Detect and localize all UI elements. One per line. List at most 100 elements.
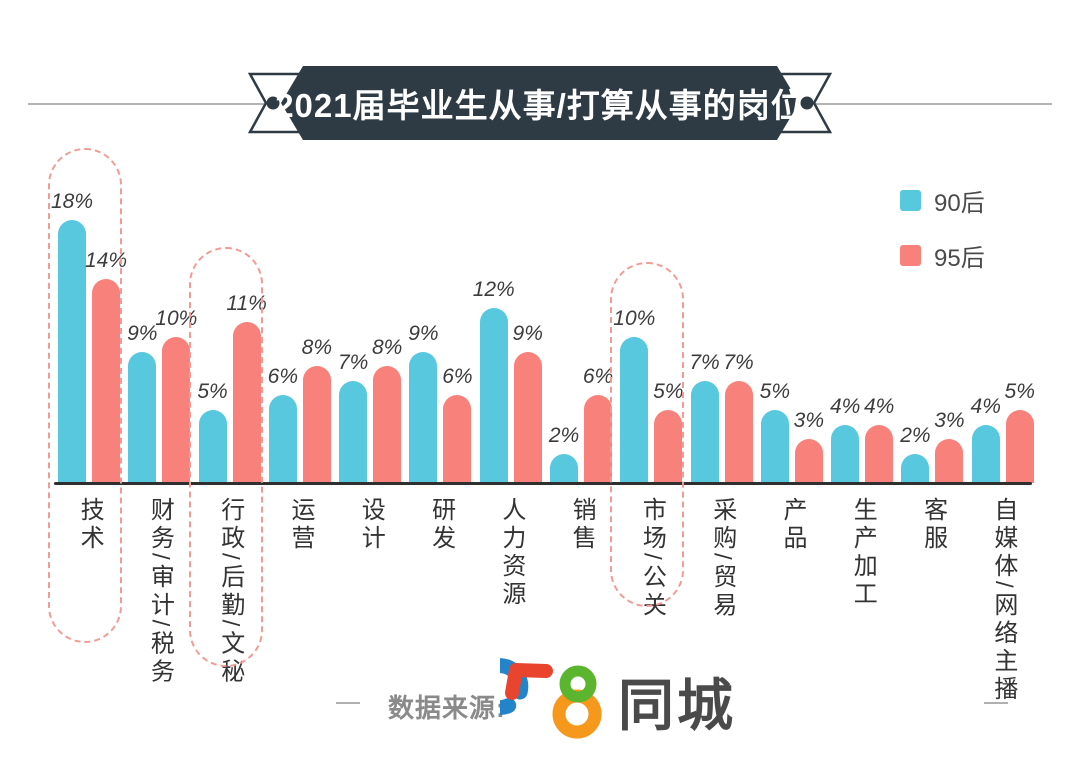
bar-95后 (302, 366, 331, 483)
value-label: 10% (155, 307, 198, 330)
value-label: 10% (613, 307, 656, 330)
bar-95后 (162, 337, 191, 483)
bar-95后 (373, 366, 402, 483)
bar-95后 (232, 322, 261, 483)
bar-group: 4% 5% (964, 140, 1035, 483)
bar-95后 (1005, 410, 1034, 483)
x-axis-labels: 技术 财务/审计/税务 行政/后勤/文秘 运营 设计 研发 人力资源 销售 市场/公关 采购/贸易… (50, 497, 1034, 767)
bar-95后 (443, 395, 472, 483)
category-label: 研发 (405, 497, 475, 553)
bar-90后 (479, 308, 508, 483)
category-label: 设计 (335, 497, 405, 553)
data-source-label: 数据来源: (388, 693, 506, 723)
bar-group: 5% 11% (191, 140, 267, 483)
value-label: 5% (1004, 380, 1035, 403)
category-label-text: 行政/后勤/文秘 (216, 497, 244, 687)
bar-90后 (58, 220, 86, 483)
category-label-text: 客服 (919, 497, 947, 553)
category-label: 运营 (265, 497, 335, 553)
value-label: 4% (863, 395, 895, 418)
bar-90后 (268, 395, 297, 483)
value-label: 8% (371, 336, 403, 359)
value-label: 5% (197, 380, 228, 403)
category-label: 客服 (897, 497, 967, 553)
logo-5-top (505, 663, 553, 700)
category-label: 产品 (757, 497, 827, 553)
bar-chart-plot: 18% 14% 9% 10% 5% 11% 6% 8% 7% 8% 9% 6% 12% 9% 2% 6% 10%… (50, 140, 1035, 483)
bar-group: 10% 5% (612, 140, 683, 483)
footer: 数据来源: 同城 (0, 655, 1080, 765)
bar-90后 (198, 410, 227, 483)
bar-group: 6% 8% (261, 140, 332, 483)
category-label: 行政/后勤/文秘 (195, 497, 265, 686)
bar-90后 (971, 425, 1000, 483)
value-label: 8% (301, 336, 333, 359)
bar-group: 7% 8% (331, 140, 402, 483)
value-label: 7% (337, 351, 369, 374)
category-label-text: 市场/公关 (638, 497, 666, 620)
value-label: 6% (442, 365, 473, 388)
category-label-text: 销售 (568, 497, 596, 553)
value-label: 7% (689, 351, 720, 374)
58-logo (500, 658, 602, 739)
category-label: 自媒体/网络主播 (968, 497, 1038, 704)
bar-group: 2% 6% (542, 140, 613, 483)
bar-95后 (865, 425, 894, 483)
category-label: 市场/公关 (616, 497, 686, 620)
value-label: 5% (759, 380, 791, 403)
category-label-text: 生产加工 (849, 497, 877, 609)
bar-group: 4% 4% (823, 140, 894, 483)
bar-95后 (513, 352, 542, 483)
bar-95后 (654, 410, 683, 483)
footer-dash-left (336, 702, 360, 704)
value-label: 14% (84, 249, 128, 272)
bar-95后 (92, 279, 120, 483)
category-label-text: 财务/审计/税务 (146, 497, 174, 687)
category-label: 财务/审计/税务 (124, 497, 194, 686)
footer-dash-right (984, 702, 1008, 704)
value-label: 11% (226, 292, 267, 315)
bar-group: 7% 7% (683, 140, 754, 483)
value-label: 9% (127, 322, 158, 345)
legend-item: 90后 (900, 183, 985, 218)
value-label: 3% (793, 409, 825, 432)
value-label: 18% (50, 190, 94, 213)
value-label: 2% (900, 424, 931, 447)
category-label-text: 产品 (778, 497, 806, 553)
title-ribbon (28, 66, 1052, 140)
value-label: 9% (512, 322, 543, 345)
value-label: 3% (934, 409, 965, 432)
value-label: 4% (829, 395, 861, 418)
value-label: 9% (408, 322, 439, 345)
bar-group: 9% 6% (401, 140, 473, 483)
category-label-text: 采购/贸易 (708, 497, 736, 620)
ribbon-dot-right (800, 96, 814, 110)
bar-90后 (128, 352, 157, 483)
value-label: 2% (548, 424, 580, 447)
x-axis-line (54, 482, 1032, 485)
category-label-text: 人力资源 (497, 497, 525, 609)
category-label-text: 自媒体/网络主播 (989, 497, 1017, 704)
bar-90后 (409, 352, 438, 483)
legend-swatch-90后 (900, 190, 921, 211)
value-label: 6% (582, 365, 614, 388)
bar-90后 (620, 337, 649, 483)
bar-95后 (724, 381, 753, 483)
logo-8-top (559, 665, 597, 703)
bar-90后 (690, 381, 719, 483)
chart-legend: 90后 95后 (900, 183, 985, 293)
value-label: 4% (970, 395, 1001, 418)
bar-90后 (901, 454, 930, 483)
category-label-text: 设计 (357, 497, 385, 553)
category-label: 采购/贸易 (687, 497, 757, 620)
value-label: 7% (723, 351, 754, 374)
category-label: 人力资源 (476, 497, 546, 609)
bar-group: 9% 10% (120, 140, 197, 483)
legend-swatch-95后 (900, 245, 921, 266)
category-label-text: 研发 (427, 497, 455, 553)
bar-90后 (339, 381, 368, 483)
bar-90后 (760, 410, 789, 483)
category-label: 销售 (546, 497, 616, 553)
page-title: 2021届毕业生从事/打算从事的岗位 (275, 87, 805, 124)
bar-group: 12% 9% (472, 140, 543, 483)
